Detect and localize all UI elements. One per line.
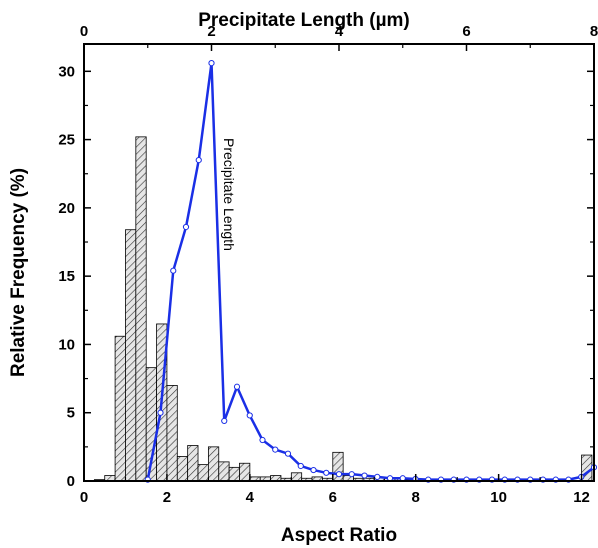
series-point <box>221 417 228 425</box>
y-axis-title: Relative Frequency (%) <box>8 168 29 377</box>
histogram-bar <box>114 335 126 482</box>
precipitate-length-series <box>144 60 598 483</box>
y-tick-label: 0 <box>67 473 75 490</box>
series-point <box>310 466 317 474</box>
histogram-bar <box>176 456 189 482</box>
y-tick-label: 25 <box>58 132 75 149</box>
histogram-bar <box>228 466 240 482</box>
series-point <box>233 383 241 390</box>
x-tick-label: 12 <box>573 489 590 506</box>
x-tick-label: 4 <box>246 489 255 506</box>
top-axis-title: Precipitate Length (µm) <box>198 10 410 31</box>
series-point <box>284 450 292 457</box>
series-point <box>374 473 381 481</box>
series-point <box>182 223 190 231</box>
series-point <box>195 156 202 164</box>
top-tick-label: 2 <box>207 23 215 40</box>
x-tick-label: 2 <box>163 489 171 506</box>
x-tick-label: 0 <box>80 489 88 506</box>
histogram-bar <box>197 464 209 482</box>
series-point <box>157 409 164 416</box>
series-point <box>323 469 330 476</box>
series-point <box>170 267 177 274</box>
top-tick-label: 8 <box>590 23 598 40</box>
x-tick-label: 6 <box>329 489 337 506</box>
y-tick-label: 10 <box>58 336 75 353</box>
histogram-bar <box>239 462 251 482</box>
histogram-bar <box>187 445 199 482</box>
series-point <box>361 472 368 479</box>
y-tick-label: 20 <box>58 200 75 217</box>
series-point <box>272 446 279 453</box>
x-tick-label: 8 <box>412 489 420 506</box>
top-tick-label: 0 <box>80 23 88 40</box>
series-point <box>259 436 266 444</box>
x-tick-label: 10 <box>490 489 507 506</box>
histogram-bar <box>290 472 303 482</box>
top-tick-label: 4 <box>335 23 344 40</box>
series-annotation: Precipitate Length <box>221 138 237 251</box>
y-tick-label: 5 <box>67 405 75 422</box>
top-tick-label: 6 <box>462 23 470 40</box>
histogram-bar <box>125 229 137 482</box>
axis-ticks: 0 2 4 6 8 10 12 0 2 4 6 8 0 5 10 15 20 25 30 <box>58 23 598 506</box>
series-point <box>335 471 343 478</box>
series-point <box>208 60 215 67</box>
x-axis-title: Aspect Ratio <box>281 525 397 546</box>
y-tick-label: 30 <box>58 63 75 80</box>
y-tick-label: 15 <box>58 268 75 285</box>
histogram-bar <box>135 136 147 482</box>
series-point <box>297 462 304 470</box>
series-point <box>246 412 253 419</box>
histogram-bar <box>207 446 220 482</box>
histogram-bar <box>166 385 178 482</box>
histogram-bar <box>218 461 230 482</box>
series-point <box>348 471 355 478</box>
series-line <box>146 61 595 481</box>
